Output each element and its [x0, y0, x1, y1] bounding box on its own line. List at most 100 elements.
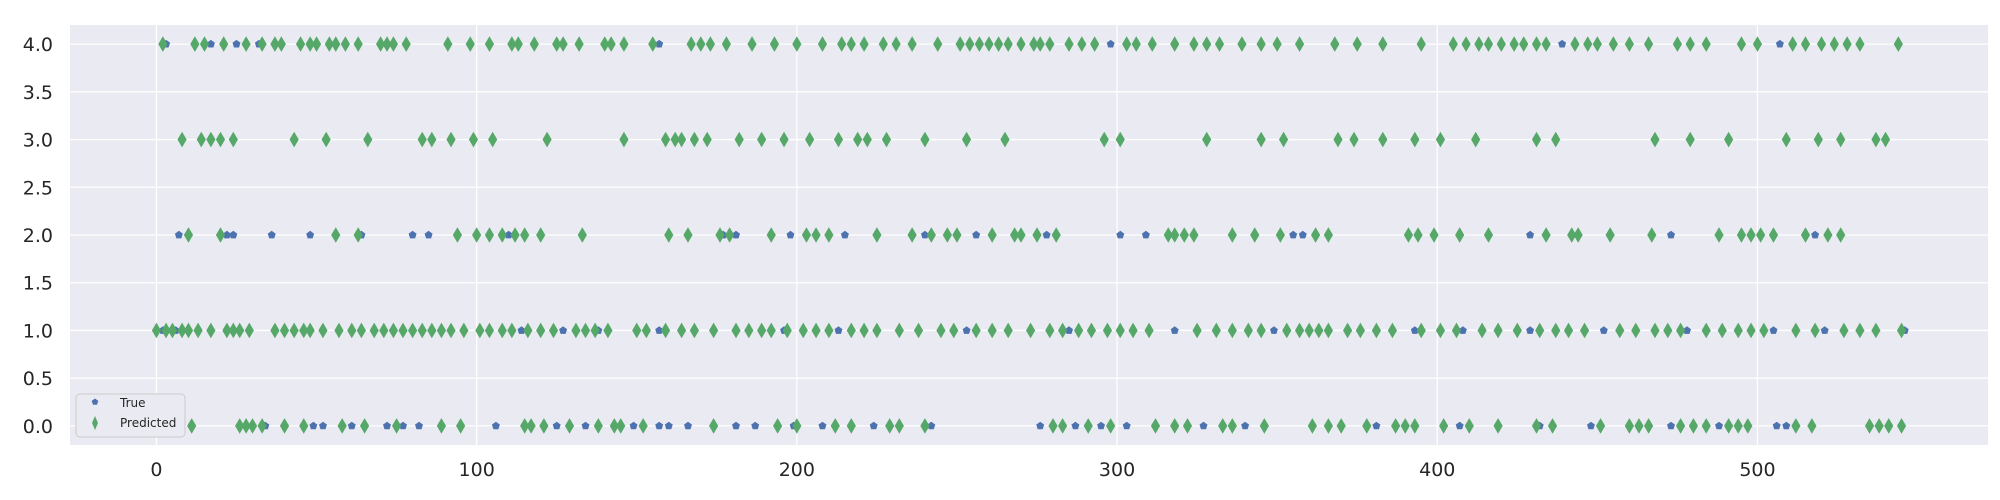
true-marker [1455, 421, 1464, 430]
predicted-marker [641, 322, 651, 339]
predicted-marker [744, 322, 754, 339]
predicted-marker [1336, 418, 1346, 434]
predicted-marker [1349, 131, 1359, 148]
predicted-marker [417, 131, 427, 148]
predicted-marker [846, 322, 856, 339]
predicted-marker [526, 418, 536, 434]
predicted-marker [1410, 418, 1420, 434]
true-marker [1289, 230, 1298, 239]
predicted-marker [1519, 36, 1529, 52]
predicted-marker [1471, 131, 1481, 148]
predicted-marker [1323, 322, 1333, 339]
predicted-marker [1429, 227, 1439, 243]
predicted-marker [484, 36, 495, 52]
predicted-marker [1768, 227, 1779, 243]
predicted-marker [1701, 36, 1711, 52]
predicted-marker [369, 322, 379, 339]
predicted-marker [1880, 131, 1891, 148]
predicted-marker [1064, 36, 1074, 52]
predicted-marker [1362, 418, 1372, 434]
legend-predicted-marker [92, 416, 98, 430]
true-marker [1458, 326, 1467, 334]
true-marker [1071, 421, 1080, 430]
true-marker [319, 421, 327, 430]
predicted-marker [1016, 36, 1026, 52]
predicted-marker [331, 36, 341, 52]
predicted-marker [382, 36, 392, 52]
predicted-marker [1461, 36, 1471, 52]
predicted-marker [696, 36, 706, 52]
predicted-marker [603, 322, 613, 339]
predicted-marker [1330, 36, 1340, 52]
predicted-marker [632, 322, 642, 339]
true-marker [267, 230, 276, 239]
predicted-marker [523, 322, 533, 339]
predicted-marker [1685, 36, 1695, 52]
predicted-marker [955, 36, 965, 52]
true-marker [347, 421, 356, 430]
predicted-marker [1147, 36, 1157, 52]
true-marker [1811, 230, 1820, 239]
predicted-marker [1871, 322, 1881, 339]
predicted-marker [1643, 36, 1654, 52]
predicted-marker [484, 227, 495, 243]
predicted-marker [1608, 36, 1618, 52]
predicted-marker [907, 227, 917, 243]
predicted-marker [846, 36, 856, 52]
predicted-marker [1685, 131, 1695, 148]
predicted-marker [472, 227, 482, 243]
predicted-marker [359, 418, 370, 434]
predicted-marker [289, 131, 299, 148]
predicted-marker [1836, 227, 1846, 243]
predicted-marker [766, 322, 776, 339]
predicted-marker [536, 322, 546, 339]
predicted-marker [206, 131, 216, 148]
y-tick-label: 3.5 [23, 82, 53, 104]
predicted-marker [571, 322, 581, 339]
predicted-marker [247, 418, 258, 434]
predicted-marker [1342, 322, 1353, 339]
x-tick-label: 200 [779, 459, 815, 481]
predicted-marker [881, 131, 892, 148]
predicted-marker [513, 36, 523, 52]
predicted-marker [257, 36, 267, 52]
predicted-marker [161, 322, 171, 339]
true-marker [1270, 326, 1278, 334]
predicted-marker [1714, 227, 1724, 243]
true-marker [1587, 421, 1595, 430]
predicted-marker [1781, 131, 1791, 148]
predicted-marker [1227, 227, 1237, 243]
predicted-marker [1807, 418, 1817, 434]
predicted-marker [1541, 36, 1551, 52]
predicted-marker [920, 131, 930, 148]
y-tick-label: 3.0 [23, 130, 53, 152]
predicted-marker [1448, 36, 1458, 52]
true-marker [222, 230, 231, 239]
predicted-marker [660, 322, 671, 339]
predicted-marker [1227, 322, 1237, 339]
predicted-marker [792, 418, 802, 434]
predicted-marker [1531, 131, 1542, 148]
predicted-marker [1003, 322, 1013, 339]
predicted-marker [1605, 227, 1615, 243]
predicted-marker [446, 322, 456, 339]
predicted-marker [244, 322, 254, 339]
predicted-marker [1464, 418, 1474, 434]
true-marker [1526, 230, 1535, 239]
true-marker [1141, 230, 1150, 239]
true-marker [869, 421, 878, 430]
predicted-marker [353, 227, 363, 243]
true-marker [786, 230, 795, 239]
data-markers [151, 36, 1909, 434]
predicted-marker [801, 227, 812, 243]
predicted-marker [235, 322, 245, 339]
predicted-marker [1624, 36, 1634, 52]
predicted-marker [215, 227, 226, 243]
predicted-marker [769, 36, 780, 52]
predicted-marker [311, 36, 322, 52]
predicted-marker [619, 131, 629, 148]
predicted-marker [1416, 322, 1426, 339]
true-marker [732, 230, 740, 239]
predicted-marker [648, 36, 658, 52]
